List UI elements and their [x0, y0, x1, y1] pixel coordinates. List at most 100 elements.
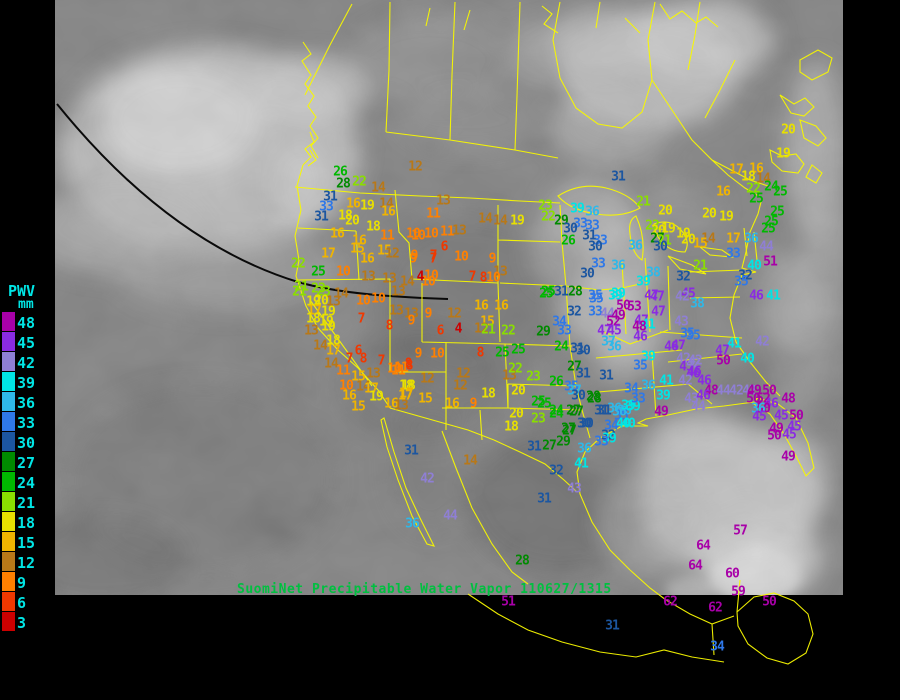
pwv-station-value: 23: [531, 411, 546, 427]
pwv-station-value: 14: [463, 453, 478, 469]
pwv-station-value: 8: [476, 345, 485, 361]
pwv-station-value: 14: [313, 338, 328, 354]
legend-entry: 48: [2, 311, 54, 332]
pwv-station-value: 10: [486, 270, 501, 286]
legend-swatch: [2, 372, 15, 391]
pwv-station-value: 44: [600, 306, 615, 322]
pwv-station-value: 15: [351, 399, 366, 415]
pwv-station-value: 16: [749, 161, 764, 177]
pwv-station-value: 43: [567, 481, 582, 497]
legend-swatch: [2, 312, 15, 331]
pwv-station-value: 16: [716, 184, 731, 200]
pwv-station-value: 11: [380, 228, 395, 244]
pwv-station-value: 10: [336, 264, 351, 280]
pwv-station-value: 50: [767, 428, 782, 444]
legend-value-label: 33: [17, 414, 36, 432]
pwv-station-value: 42: [688, 353, 703, 369]
pwv-station-value: 46: [686, 366, 701, 382]
texas-coast: [576, 451, 667, 601]
pwv-station-value: 33: [593, 233, 608, 249]
pwv-station-value: 44: [691, 399, 706, 415]
pwv-station-value: 15: [693, 236, 708, 252]
pwv-station-value: 32: [601, 428, 616, 444]
legend-value-label: 39: [17, 374, 36, 392]
pwv-station-value: 9: [409, 251, 418, 267]
pwv-station-value: 17: [364, 381, 379, 397]
pwv-station-value: 28: [336, 176, 351, 192]
legend-value-label: 21: [17, 494, 36, 512]
pwv-station-value: 13: [304, 323, 319, 339]
map-caption: SuomiNet Precipitable Water Vapor 110627…: [237, 582, 612, 597]
pwv-station-value: 25: [770, 204, 785, 220]
pwv-station-value: 29: [556, 434, 571, 450]
pwv-station-value: 4: [454, 321, 463, 337]
pwv-station-value: 10: [421, 274, 436, 290]
pwv-station-value: 39: [636, 274, 651, 290]
pwv-station-value: 40: [621, 416, 636, 432]
pwv-station-value: 25: [761, 221, 776, 237]
pwv-station-value: 30: [576, 343, 591, 359]
pwv-station-value: 53: [627, 299, 642, 315]
pwv-station-value: 25: [541, 284, 556, 300]
maritimes: [769, 49, 833, 184]
pwv-station-value: 10: [356, 293, 371, 309]
pwv-station-value: 46: [697, 373, 712, 389]
pwv-station-value: 26: [333, 164, 348, 180]
pwv-station-value: 33: [573, 216, 588, 232]
pwv-station-value: 15: [351, 369, 366, 385]
yucatan: [665, 579, 814, 665]
pwv-station-value: 35: [614, 408, 629, 424]
legend-unit: mm: [18, 297, 34, 312]
legend-value-label: 36: [17, 394, 36, 412]
pwv-station-value: 34: [710, 639, 725, 655]
legend-entry: 39: [2, 371, 54, 392]
legend-value-label: 48: [17, 314, 36, 332]
pwv-station-value: 27: [566, 403, 581, 419]
pwv-station-value: 24: [554, 339, 569, 355]
pwv-station-value: 33: [319, 199, 334, 215]
pwv-station-value: 41: [574, 456, 589, 472]
legend-swatch: [2, 432, 15, 451]
plains-state-lines: [497, 204, 591, 439]
pwv-station-value: 50: [716, 353, 731, 369]
legend-value-label: 27: [17, 454, 36, 472]
pwv-station-value: 42: [686, 356, 701, 372]
pwv-station-value: 28: [568, 284, 583, 300]
legend-entry: 36: [2, 391, 54, 412]
pwv-station-value: 31: [537, 491, 552, 507]
pwv-station-value: 44: [716, 383, 731, 399]
pwv-station-value: 30: [580, 266, 595, 282]
pwv-station-value: 14: [356, 379, 371, 395]
pwv-station-value: 27: [569, 404, 584, 420]
pwv-station-value: 50: [762, 594, 777, 610]
pwv-station-value: 35: [589, 291, 604, 307]
pwv-station-value: 33: [631, 391, 646, 407]
pwv-station-value: 16: [330, 226, 345, 242]
pwv-station-value: 20: [781, 122, 796, 138]
western-state-lines: [295, 189, 509, 441]
pwv-station-value: 33: [594, 434, 609, 450]
pwv-station-value: 45: [782, 427, 797, 443]
pwv-station-value: 30: [577, 416, 592, 432]
pwv-station-value: 25: [495, 345, 510, 361]
pwv-station-value: 16: [360, 251, 375, 267]
pwv-station-value: 13: [493, 264, 508, 280]
pwv-station-value: 62: [663, 594, 678, 610]
pwv-station-value: 19: [719, 209, 734, 225]
pwv-station-value: 28: [515, 553, 530, 569]
pwv-station-value: 32: [676, 269, 691, 285]
pwv-station-value: 14: [701, 231, 716, 247]
pwv-station-value: 21: [657, 233, 672, 249]
pwv-station-value: 19: [360, 198, 375, 214]
pwv-station-value: 27: [650, 231, 665, 247]
pwv-station-value: 36: [405, 516, 420, 532]
pwv-station-value: 17: [398, 388, 413, 404]
pwv-station-value: 31: [314, 209, 329, 225]
pwv-station-value: 44: [759, 239, 774, 255]
pwv-station-value: 32: [738, 268, 753, 284]
pwv-station-value: 22: [508, 361, 523, 377]
pwv-station-value: 10: [339, 378, 354, 394]
canada-borders: [304, 1, 559, 159]
legend-entry: 9: [2, 571, 54, 592]
